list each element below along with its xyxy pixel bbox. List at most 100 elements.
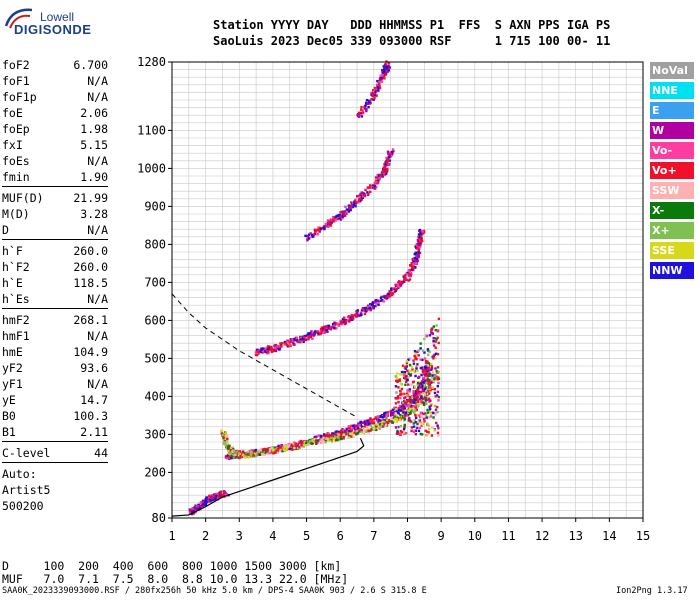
echo-mark: [202, 502, 205, 506]
echo-mark: [288, 443, 291, 447]
spread-echo-mark: [410, 420, 413, 423]
echo-mark: [358, 423, 361, 427]
spread-echo-mark: [419, 399, 423, 403]
echo-mark: [262, 448, 265, 451]
echo-mark: [288, 341, 291, 344]
spread-echo-mark: [432, 325, 436, 328]
x-tick-label: 1: [168, 529, 175, 543]
echo-mark: [307, 233, 311, 236]
echo-mark: [210, 496, 213, 499]
echo-mark: [366, 191, 369, 194]
echo-mark: [390, 419, 393, 423]
echo-mark: [351, 314, 354, 317]
echo-mark: [417, 243, 421, 247]
echo-mark: [199, 504, 202, 508]
echo-mark: [418, 228, 422, 232]
spread-echo-mark: [395, 407, 398, 411]
param-separator: [2, 186, 108, 187]
spread-echo-mark: [414, 398, 417, 402]
echo-mark: [360, 191, 364, 194]
spread-echo-mark: [407, 402, 410, 405]
spread-echo-mark: [397, 386, 400, 389]
spread-echo-mark: [428, 410, 431, 413]
header-line-2: SaoLuis 2023 Dec05 339 093000 RSF 1 715 …: [213, 34, 611, 48]
echo-mark: [337, 436, 340, 439]
spread-echo-mark: [409, 357, 412, 361]
echo-mark: [419, 401, 423, 405]
echo-mark: [414, 251, 417, 254]
echo-mark: [285, 446, 289, 450]
echo-mark: [325, 329, 328, 332]
auto-row: Artist5: [2, 483, 51, 497]
spread-echo-mark: [425, 376, 428, 380]
echo-mark: [363, 429, 367, 433]
spread-echo-mark: [434, 413, 437, 416]
spread-echo-mark: [420, 395, 423, 399]
echo-mark: [334, 438, 338, 442]
echo-mark: [284, 341, 288, 345]
spread-echo-mark: [436, 390, 440, 394]
spread-echo-mark: [398, 379, 401, 383]
echo-mark: [388, 420, 392, 423]
echo-mark: [369, 417, 372, 420]
echo-mark: [422, 380, 425, 384]
spread-echo-mark: [400, 373, 403, 376]
spread-echo-mark: [413, 354, 416, 358]
echo-mark: [228, 444, 231, 448]
spread-echo-mark: [418, 419, 422, 422]
echo-mark: [375, 298, 378, 302]
param-value: 5.15: [80, 138, 108, 152]
echo-mark: [377, 301, 380, 304]
spread-echo-mark: [421, 358, 424, 362]
spread-echo-mark: [436, 431, 440, 435]
echo-mark: [327, 432, 330, 436]
spread-echo-mark: [412, 425, 416, 428]
spread-echo-mark: [402, 431, 406, 434]
echo-mark: [374, 187, 377, 190]
echo-mark: [372, 186, 375, 189]
echo-mark: [219, 490, 223, 493]
echo-mark: [410, 261, 413, 265]
echo-mark: [384, 62, 387, 66]
param-value: 260.0: [73, 260, 108, 274]
echo-mark: [342, 212, 346, 215]
spread-echo-mark: [414, 409, 417, 412]
spread-echo-mark: [419, 388, 422, 392]
param-value: N/A: [87, 74, 108, 88]
echo-mark: [333, 324, 336, 327]
spread-echo-mark: [423, 357, 427, 360]
echo-mark: [277, 444, 280, 448]
spread-echo-mark: [428, 372, 432, 376]
echo-mark: [338, 323, 341, 326]
echo-mark: [377, 174, 381, 177]
echo-mark: [310, 330, 313, 333]
echo-mark: [383, 77, 386, 80]
echo-mark: [319, 332, 322, 336]
param-value: N/A: [87, 292, 108, 306]
spread-echo-mark: [394, 385, 398, 388]
echo-mark: [289, 340, 293, 343]
echo-mark: [375, 180, 378, 184]
spread-echo-mark: [434, 356, 437, 360]
spread-echo-mark: [426, 380, 429, 383]
echo-mark: [398, 409, 401, 412]
echo-mark: [273, 446, 277, 449]
echo-mark: [299, 441, 303, 445]
echo-mark: [409, 411, 412, 414]
spread-echo-mark: [415, 354, 419, 357]
echo-mark: [398, 406, 401, 410]
echo-mark: [390, 150, 394, 154]
param-row: hmF1 N/A: [2, 328, 108, 344]
echo-mark: [415, 247, 419, 250]
echo-mark: [414, 254, 418, 257]
spread-echo-mark: [412, 362, 416, 365]
echo-mark: [328, 220, 331, 224]
echo-mark: [411, 266, 414, 269]
echo-mark: [349, 208, 352, 212]
echo-mark: [234, 455, 237, 459]
echo-mark: [322, 325, 326, 329]
echo-mark: [255, 348, 259, 352]
spread-echo-mark: [423, 412, 427, 415]
spread-echo-mark: [429, 381, 433, 384]
echo-mark: [428, 370, 431, 373]
